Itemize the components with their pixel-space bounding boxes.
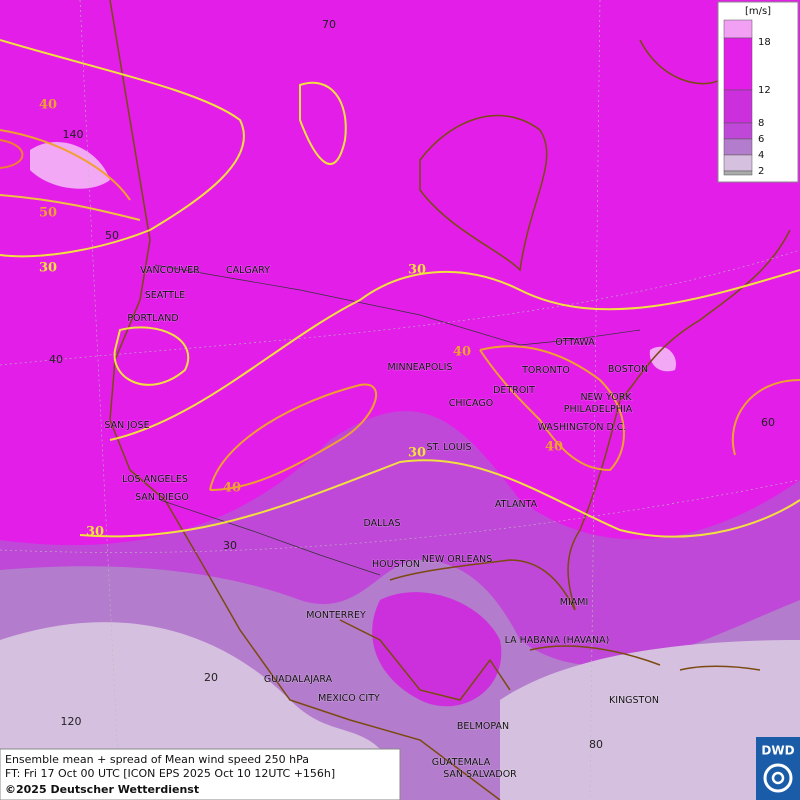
field-gulf	[372, 592, 502, 707]
city-label: BOSTON	[608, 364, 648, 375]
legend-label: 8	[758, 118, 764, 129]
city-label: DALLAS	[364, 518, 401, 529]
field-max	[649, 346, 676, 372]
contour-label: 40	[39, 98, 57, 113]
field-max	[30, 141, 110, 189]
city-label: MONTERREY	[306, 610, 366, 621]
city-label: WASHINGTON D.C.	[538, 422, 627, 433]
grid-label: 60	[761, 416, 775, 429]
city-label: MIAMI	[560, 597, 589, 608]
city-label: PORTLAND	[127, 313, 178, 324]
legend-label: 6	[758, 134, 764, 145]
legend-swatch	[723, 89, 753, 124]
legend-swatch	[723, 170, 753, 176]
grid-label: 20	[204, 671, 218, 684]
contours	[0, 39, 800, 538]
city-label: CALGARY	[226, 265, 270, 276]
city-label: GUADALAJARA	[264, 674, 333, 685]
city-label: PHILADELPHIA	[564, 404, 633, 415]
legend-swatch	[723, 154, 753, 172]
city-label: KINGSTON	[609, 695, 659, 706]
footer-forecast: FT: Fri 17 Oct 00 UTC [ICON EPS 2025 Oct…	[5, 767, 335, 780]
grid-label: 80	[589, 738, 603, 751]
grid-label: 50	[105, 229, 119, 242]
city-label: CHICAGO	[449, 398, 493, 409]
city-label: NEW ORLEANS	[422, 554, 493, 565]
city-label: ST. LOUIS	[427, 442, 472, 453]
city-label: LOS ANGELES	[122, 474, 188, 485]
field-lowest	[500, 640, 800, 800]
borders	[154, 264, 641, 576]
city-label: MINNEAPOLIS	[387, 362, 452, 373]
contour-label: 40	[545, 440, 563, 455]
contour-label: 40	[223, 481, 241, 496]
city-label: SAN JOSE	[104, 420, 149, 431]
city-label: DETROIT	[493, 385, 535, 396]
legend-label: 4	[758, 150, 764, 161]
legend-swatch	[723, 19, 753, 39]
legend: [m/s] 2 4 6 8 12 18	[717, 1, 799, 183]
footer-box	[0, 748, 401, 800]
grid-label: 30	[223, 539, 237, 552]
city-label: SAN SALVADOR	[443, 769, 517, 780]
city-label: NEW YORK	[580, 392, 632, 403]
city-label: TORONTO	[521, 365, 570, 376]
grid-label: 70	[322, 18, 336, 31]
contour-label: 30	[408, 446, 426, 461]
city-label: SAN DIEGO	[135, 492, 189, 503]
logo-text: DWD	[761, 744, 794, 758]
contour-label: 50	[39, 206, 57, 221]
city-label: BELMOPAN	[457, 721, 509, 732]
coastlines	[109, 0, 791, 800]
logo-icon	[763, 763, 793, 793]
contour-label: 30	[408, 263, 426, 278]
city-label: SEATTLE	[145, 290, 186, 301]
legend-swatch	[723, 37, 753, 91]
city-label: GUATEMALA	[432, 757, 491, 768]
logo-icon	[771, 771, 785, 785]
city-label: ATLANTA	[495, 499, 538, 510]
grid-label: 40	[49, 353, 63, 366]
legend-label: 18	[758, 37, 771, 48]
contour-label: 30	[86, 525, 104, 540]
contour-label: 40	[453, 345, 471, 360]
city-label: LA HABANA (HAVANA)	[505, 635, 610, 646]
legend-label: 2	[758, 166, 764, 177]
legend-unit: [m/s]	[745, 6, 771, 17]
city-label: VANCOUVER	[140, 265, 200, 276]
footer-copyright: ©2025 Deutscher Wetterdienst	[5, 783, 199, 796]
grid-label: 140	[63, 128, 84, 141]
city-label: HOUSTON	[372, 559, 420, 570]
legend-swatch	[723, 122, 753, 140]
city-label: OTTAWA	[555, 337, 595, 348]
grid-label: 120	[61, 715, 82, 728]
footer-title: Ensemble mean + spread of Mean wind spee…	[5, 753, 309, 766]
legend-swatch	[723, 138, 753, 156]
legend-label: 12	[758, 85, 771, 96]
cities: VANCOUVER CALGARY SEATTLE PORTLAND SAN J…	[104, 265, 660, 781]
city-label: MEXICO CITY	[318, 693, 380, 704]
contour-label: 30	[39, 261, 57, 276]
